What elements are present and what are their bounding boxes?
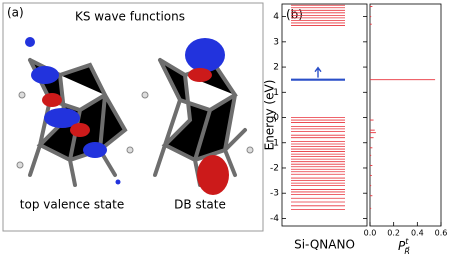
caption-right: DB state (174, 198, 226, 212)
axes-frame (281, 3, 368, 227)
molecule-right (141, 38, 254, 195)
y-tick-label: -2 (270, 163, 279, 173)
y-tick-label: 2 (273, 63, 279, 73)
panel-label: (a) (7, 6, 24, 20)
panel-label: (b) (286, 8, 303, 22)
y-axis-label: Energy (eV) (263, 80, 277, 151)
spin-arrow (314, 66, 322, 78)
caption-left: top valence state (20, 198, 124, 212)
x-tick-label: 0.4 (411, 229, 424, 238)
x-axis-label-part: P (398, 239, 406, 253)
y-tick-label: 0 (273, 113, 279, 123)
x-axis-label-part: t (405, 237, 409, 246)
x-tick-label: 0.0 (364, 229, 377, 238)
x-axis-label-part: R⃗ (404, 245, 410, 255)
y-tick-label: 1 (273, 88, 279, 98)
y-tick-label: 4 (273, 12, 279, 22)
x-tick-label: 0.6 (435, 229, 448, 238)
axes-frame (369, 3, 442, 227)
x-axis-label: Si-QNANO (294, 238, 355, 252)
panel-title: KS wave functions (75, 10, 185, 24)
y-tick-label: -1 (270, 138, 279, 148)
x-axis-label: Pt R⃗ (398, 237, 410, 256)
panel-a-frame (2, 2, 264, 232)
y-tick-label: -3 (270, 189, 279, 199)
molecule-left (16, 37, 134, 187)
x-tick-label: 0.2 (387, 229, 400, 238)
y-tick-label: -4 (270, 214, 279, 224)
y-tick-label: 3 (273, 37, 279, 47)
